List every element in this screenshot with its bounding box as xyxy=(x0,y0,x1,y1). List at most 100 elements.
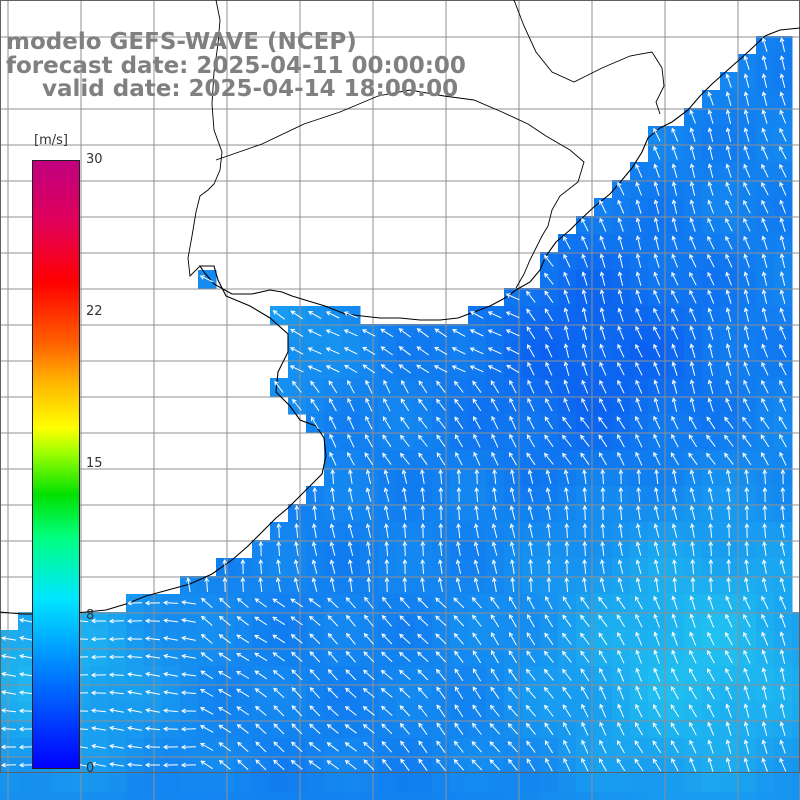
wind-arrow xyxy=(254,598,267,608)
wind-arrow xyxy=(779,613,786,628)
wind-arrow xyxy=(761,55,768,70)
wind-arrow xyxy=(307,347,322,355)
wind-arrow xyxy=(509,379,517,394)
wind-arrow xyxy=(240,576,246,593)
wind-arrow xyxy=(362,687,375,698)
wind-arrow xyxy=(635,235,642,250)
wind-arrow xyxy=(383,505,389,520)
wind-arrow xyxy=(706,434,716,447)
wind-arrow xyxy=(345,650,356,663)
wind-arrow xyxy=(126,618,143,624)
wind-arrow xyxy=(293,559,299,574)
wind-arrow xyxy=(344,705,357,716)
wind-arrow xyxy=(347,541,354,556)
wind-arrow xyxy=(217,706,232,715)
wind-arrow xyxy=(417,651,429,663)
wind-arrow xyxy=(779,433,787,448)
wind-arrow xyxy=(653,667,661,682)
wind-arrow xyxy=(780,523,785,538)
wind-arrow xyxy=(525,704,536,717)
wind-arrow xyxy=(635,289,642,304)
wind-speed-cell xyxy=(522,774,541,793)
wind-arrow xyxy=(492,577,497,592)
wind-arrow xyxy=(362,723,375,734)
wind-arrow xyxy=(545,343,553,358)
wind-arrow xyxy=(254,634,268,644)
wind-arrow xyxy=(472,398,482,412)
wind-arrow xyxy=(308,311,322,319)
wind-arrow xyxy=(180,726,197,732)
wind-speed-cell xyxy=(792,630,800,649)
wind-arrow xyxy=(670,722,680,736)
wind-arrow xyxy=(126,654,143,660)
wind-arrow xyxy=(761,757,768,772)
wind-arrow xyxy=(725,379,732,394)
wind-arrow xyxy=(469,311,484,319)
wind-arrow xyxy=(381,741,393,753)
wind-arrow xyxy=(200,615,213,626)
wind-arrow xyxy=(273,759,285,771)
wind-arrow xyxy=(506,364,520,374)
wind-arrow xyxy=(688,704,698,718)
wind-arrow xyxy=(725,650,733,664)
wind-arrow xyxy=(744,486,750,503)
wind-arrow xyxy=(218,652,232,662)
wind-arrow xyxy=(689,649,697,664)
wind-arrow xyxy=(563,721,571,736)
wind-arrow xyxy=(742,434,752,447)
wind-arrow xyxy=(199,742,214,751)
wind-arrow xyxy=(236,652,250,662)
wind-arrow xyxy=(671,631,678,646)
wind-arrow xyxy=(258,540,264,557)
wind-arrow xyxy=(636,486,642,503)
wind-arrow xyxy=(19,654,34,659)
wind-arrow xyxy=(473,541,480,556)
wind-arrow xyxy=(761,361,769,376)
wind-arrow xyxy=(544,452,554,465)
wind-arrow xyxy=(688,434,698,448)
wind-arrow xyxy=(617,397,625,412)
wind-arrow xyxy=(273,687,285,699)
wind-arrow xyxy=(218,634,231,644)
wind-arrow xyxy=(399,615,411,627)
wind-arrow xyxy=(635,163,643,178)
wind-arrow xyxy=(362,706,375,716)
wind-arrow xyxy=(761,739,768,754)
wind-arrow xyxy=(491,523,498,538)
wind-arrow xyxy=(399,596,410,609)
wind-arrow xyxy=(635,523,641,538)
wind-arrow xyxy=(562,686,572,699)
wind-arrow xyxy=(654,487,659,502)
wind-speed-cell xyxy=(558,774,577,793)
wind-arrow xyxy=(743,73,750,88)
wind-speed-cell xyxy=(360,774,379,793)
wind-arrow xyxy=(563,739,571,754)
wind-arrow xyxy=(635,415,643,430)
wind-arrow xyxy=(725,253,733,268)
wind-arrow xyxy=(599,307,606,322)
wind-arrow xyxy=(380,687,393,698)
wind-arrow xyxy=(671,145,678,160)
wind-arrow xyxy=(90,708,107,714)
wind-arrow xyxy=(329,541,336,556)
colorbar xyxy=(32,160,80,769)
wind-speed-cell xyxy=(270,792,289,800)
wind-arrow xyxy=(401,469,408,484)
wind-arrow xyxy=(636,468,642,485)
wind-speed-cell xyxy=(378,792,397,800)
wind-arrow xyxy=(382,416,392,430)
wind-arrow xyxy=(617,343,625,358)
wind-arrow xyxy=(743,379,751,394)
wind-arrow xyxy=(399,687,411,699)
wind-speed-cell xyxy=(324,792,343,800)
wind-speed-cell xyxy=(792,792,800,800)
wind-arrow xyxy=(562,632,572,645)
wind-arrow xyxy=(635,361,643,376)
wind-arrow xyxy=(400,452,410,465)
wind-arrow xyxy=(455,451,463,466)
wind-arrow xyxy=(311,577,318,592)
wind-arrow xyxy=(472,650,482,664)
wind-arrow xyxy=(162,600,179,606)
wind-arrow xyxy=(779,109,787,124)
wind-arrow xyxy=(616,614,626,628)
